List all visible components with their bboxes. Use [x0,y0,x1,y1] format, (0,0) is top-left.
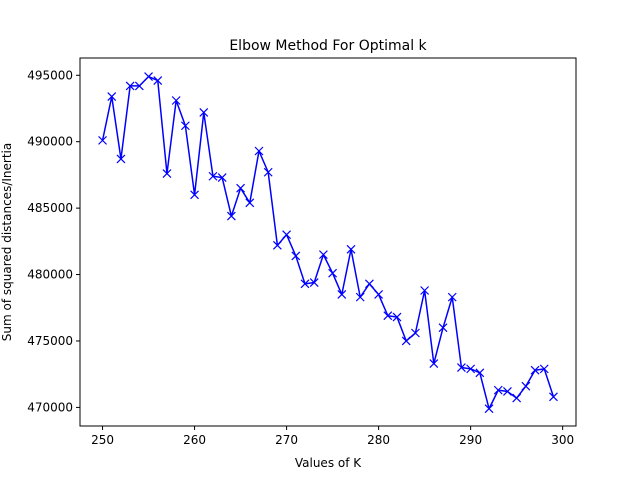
data-point [374,290,384,299]
x-tick-label: 260 [183,433,206,447]
x-axis-label: Values of K [295,456,362,470]
data-point [282,230,292,240]
data-point [263,167,273,177]
y-tick-label: 480000 [27,268,73,282]
y-tick-label: 485000 [27,201,73,215]
data-point [383,311,393,321]
data-point [364,279,374,289]
data-point [539,364,549,374]
plot-area [79,57,577,427]
data-point [153,76,163,86]
data-point [447,292,457,302]
y-tick-label: 475000 [27,334,73,348]
data-point [291,251,301,261]
data-point [346,244,356,254]
data-point [355,292,365,302]
data-point [475,368,485,378]
chart-title: Elbow Method For Optimal k [229,38,427,54]
data-point [457,363,466,372]
data-point [272,240,282,250]
data-point [245,198,255,208]
data-point [254,146,264,156]
data-point [199,108,209,117]
data-point [466,364,476,374]
data-point [226,211,236,221]
data-point [236,183,246,193]
y-axis: 470000 475000 480000 485000 490000 495000 [27,68,80,414]
y-axis-label: Sum of squared distances/Inertia [0,143,14,341]
inertia-series [98,72,558,414]
data-point [134,81,144,91]
data-point [300,279,310,289]
data-point [328,268,338,278]
y-tick-label: 470000 [27,400,73,414]
data-point [125,81,135,91]
x-tick-label: 300 [551,433,574,447]
data-point [144,72,153,82]
data-point [162,169,172,179]
data-point [549,392,558,402]
data-point [107,92,117,101]
data-point [401,336,411,346]
data-point [392,312,402,322]
data-point [208,171,218,181]
data-point [530,365,540,375]
data-point [337,290,347,299]
data-point [484,404,494,414]
x-tick-label: 290 [459,433,482,447]
data-point [420,286,430,295]
data-point [429,359,439,368]
series-line [101,75,555,410]
data-point [190,190,199,200]
data-point [318,250,328,260]
y-tick-label: 495000 [27,68,73,82]
data-point [217,173,227,182]
data-point [116,154,126,164]
data-point [180,121,190,131]
data-point [98,135,107,145]
data-point [309,278,319,287]
data-point [410,328,420,338]
data-point [521,381,531,391]
x-tick-label: 250 [91,433,114,447]
data-point [512,393,522,403]
x-tick-label: 280 [367,433,390,447]
data-point [493,385,503,395]
data-point [438,323,448,333]
x-axis: 250 260 270 280 290 300 [91,426,574,447]
data-point [503,387,512,396]
axes-frame [79,57,577,427]
x-tick-label: 270 [275,433,298,447]
y-tick-label: 490000 [27,135,73,149]
data-point [171,96,181,105]
